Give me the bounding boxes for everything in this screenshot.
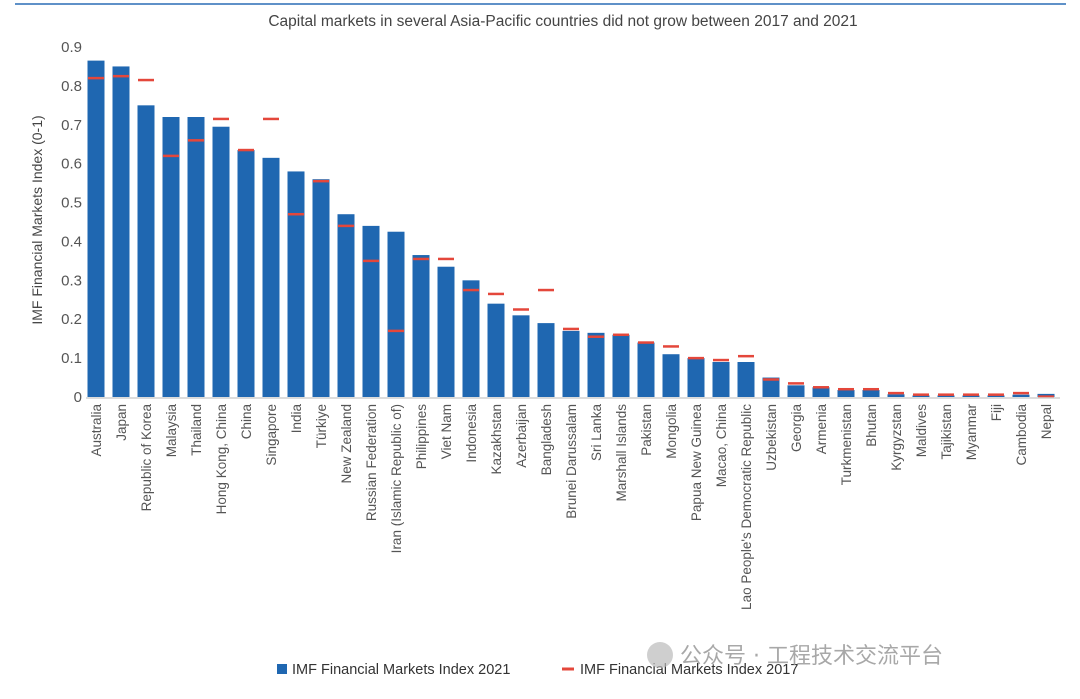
x-category-label: Nepal bbox=[1039, 404, 1054, 439]
x-category-label: Georgia bbox=[789, 404, 804, 453]
x-category-label: China bbox=[239, 404, 254, 440]
x-category-label: Kyrgyzstan bbox=[889, 404, 904, 471]
bar-2021 bbox=[512, 315, 530, 397]
bar-2021 bbox=[812, 387, 830, 397]
bar-2021 bbox=[887, 394, 905, 397]
y-tick-label: 0.4 bbox=[61, 233, 82, 250]
bar-2021 bbox=[862, 390, 880, 397]
y-axis-label: IMF Financial Markets Index (0-1) bbox=[29, 115, 45, 324]
x-category-label: Myanmar bbox=[964, 404, 979, 461]
bar-2021 bbox=[662, 354, 680, 397]
x-category-label: Maldives bbox=[914, 404, 929, 458]
bar-2021 bbox=[712, 362, 730, 397]
chart-title: Capital markets in several Asia-Pacific … bbox=[268, 13, 857, 30]
x-category-label: Turkmenistan bbox=[839, 404, 854, 485]
x-category-label: Brunei Darussalam bbox=[564, 404, 579, 519]
x-category-label: Papua New Guinea bbox=[689, 404, 704, 522]
y-tick-label: 0.3 bbox=[61, 272, 82, 289]
bar-2021 bbox=[412, 255, 430, 397]
bar-2021 bbox=[462, 280, 480, 397]
x-category-label: Pakistan bbox=[639, 404, 654, 456]
y-tick-label: 0.9 bbox=[61, 39, 82, 56]
bar-2021 bbox=[312, 179, 330, 397]
legend-label-2017: IMF Financial Markets Index 2017 bbox=[580, 662, 798, 678]
y-tick-label: 0.5 bbox=[61, 195, 82, 212]
bar-2021 bbox=[337, 214, 355, 397]
x-category-label: Malaysia bbox=[164, 404, 179, 458]
bar-2021 bbox=[187, 117, 205, 397]
x-category-label: Marshall Islands bbox=[614, 404, 629, 502]
x-category-label: Hong Kong, China bbox=[214, 404, 229, 515]
x-category-label: Mongolia bbox=[664, 404, 679, 459]
bar-2021 bbox=[237, 150, 255, 397]
bar-2021 bbox=[987, 395, 1005, 397]
x-category-label: Armenia bbox=[814, 404, 829, 455]
watermark: 公众号 · 工程技术交流平台 bbox=[647, 642, 943, 669]
x-category-label: Singapore bbox=[264, 404, 279, 466]
bar-2021 bbox=[537, 323, 555, 397]
bar-2021 bbox=[787, 385, 805, 397]
x-category-label: Cambodia bbox=[1014, 404, 1029, 466]
x-category-label: Russian Federation bbox=[364, 404, 379, 521]
y-tick-label: 0 bbox=[74, 389, 82, 406]
legend-label-2021: IMF Financial Markets Index 2021 bbox=[292, 662, 510, 678]
x-category-label: Macao, China bbox=[714, 404, 729, 488]
x-category-label: Lao People's Democratic Republic bbox=[739, 404, 754, 610]
bar-2021 bbox=[112, 66, 130, 397]
bar-2021 bbox=[912, 395, 930, 397]
x-category-label: Kazakhstan bbox=[489, 404, 504, 475]
y-tick-label: 0.8 bbox=[61, 78, 82, 95]
y-tick-label: 0.7 bbox=[61, 117, 82, 134]
bar-2021 bbox=[962, 395, 980, 397]
x-category-label: Azerbaijan bbox=[514, 404, 529, 468]
bar-2021 bbox=[562, 330, 580, 397]
bar-2021 bbox=[162, 117, 180, 397]
y-tick-label: 0.1 bbox=[61, 350, 82, 367]
watermark-text: 公众号 · 工程技术交流平台 bbox=[680, 644, 943, 669]
x-category-label: India bbox=[289, 404, 304, 434]
legend: IMF Financial Markets Index 2021 IMF Fin… bbox=[277, 662, 798, 678]
bar-2021 bbox=[737, 362, 755, 397]
bar-2021 bbox=[87, 60, 105, 397]
x-category-label: Türkiye bbox=[314, 404, 329, 448]
bar-2021 bbox=[287, 171, 305, 397]
y-tick-label: 0.2 bbox=[61, 311, 82, 328]
x-category-label: Viet Nam bbox=[439, 404, 454, 459]
x-category-label: Bhutan bbox=[864, 404, 879, 447]
x-category-label: Fiji bbox=[989, 404, 1004, 421]
bar-2021 bbox=[837, 390, 855, 397]
bar-2021 bbox=[487, 303, 505, 397]
bar-2021 bbox=[362, 225, 380, 397]
bar-2021 bbox=[587, 332, 605, 397]
bar-2021 bbox=[687, 358, 705, 397]
bar-2021 bbox=[762, 377, 780, 397]
x-category-label: Australia bbox=[89, 404, 104, 457]
x-category-label: New Zealand bbox=[339, 404, 354, 484]
x-category-label: Uzbekistan bbox=[764, 404, 779, 471]
legend-swatch-2021 bbox=[277, 664, 287, 674]
bar-2021 bbox=[212, 126, 230, 397]
bar-2021 bbox=[612, 334, 630, 397]
bar-2021 bbox=[637, 342, 655, 397]
bar-2021 bbox=[437, 266, 455, 397]
x-category-label: Tajikistan bbox=[939, 404, 954, 460]
x-category-label: Thailand bbox=[189, 404, 204, 456]
bar-2021 bbox=[137, 105, 155, 397]
bar-2021 bbox=[937, 395, 955, 397]
x-category-label: Sri Lanka bbox=[589, 404, 604, 462]
x-category-label: Philippines bbox=[414, 404, 429, 470]
bar-2021 bbox=[1012, 394, 1030, 397]
x-category-label: Republic of Korea bbox=[139, 404, 154, 512]
x-category-label: Iran (Islamic Republic of) bbox=[389, 404, 404, 553]
y-tick-label: 0.6 bbox=[61, 156, 82, 173]
x-category-label: Indonesia bbox=[464, 404, 479, 463]
x-category-label: Japan bbox=[114, 404, 129, 441]
bar-2021 bbox=[262, 157, 280, 397]
x-category-label: Bangladesh bbox=[539, 404, 554, 475]
bar-2021 bbox=[387, 231, 405, 397]
